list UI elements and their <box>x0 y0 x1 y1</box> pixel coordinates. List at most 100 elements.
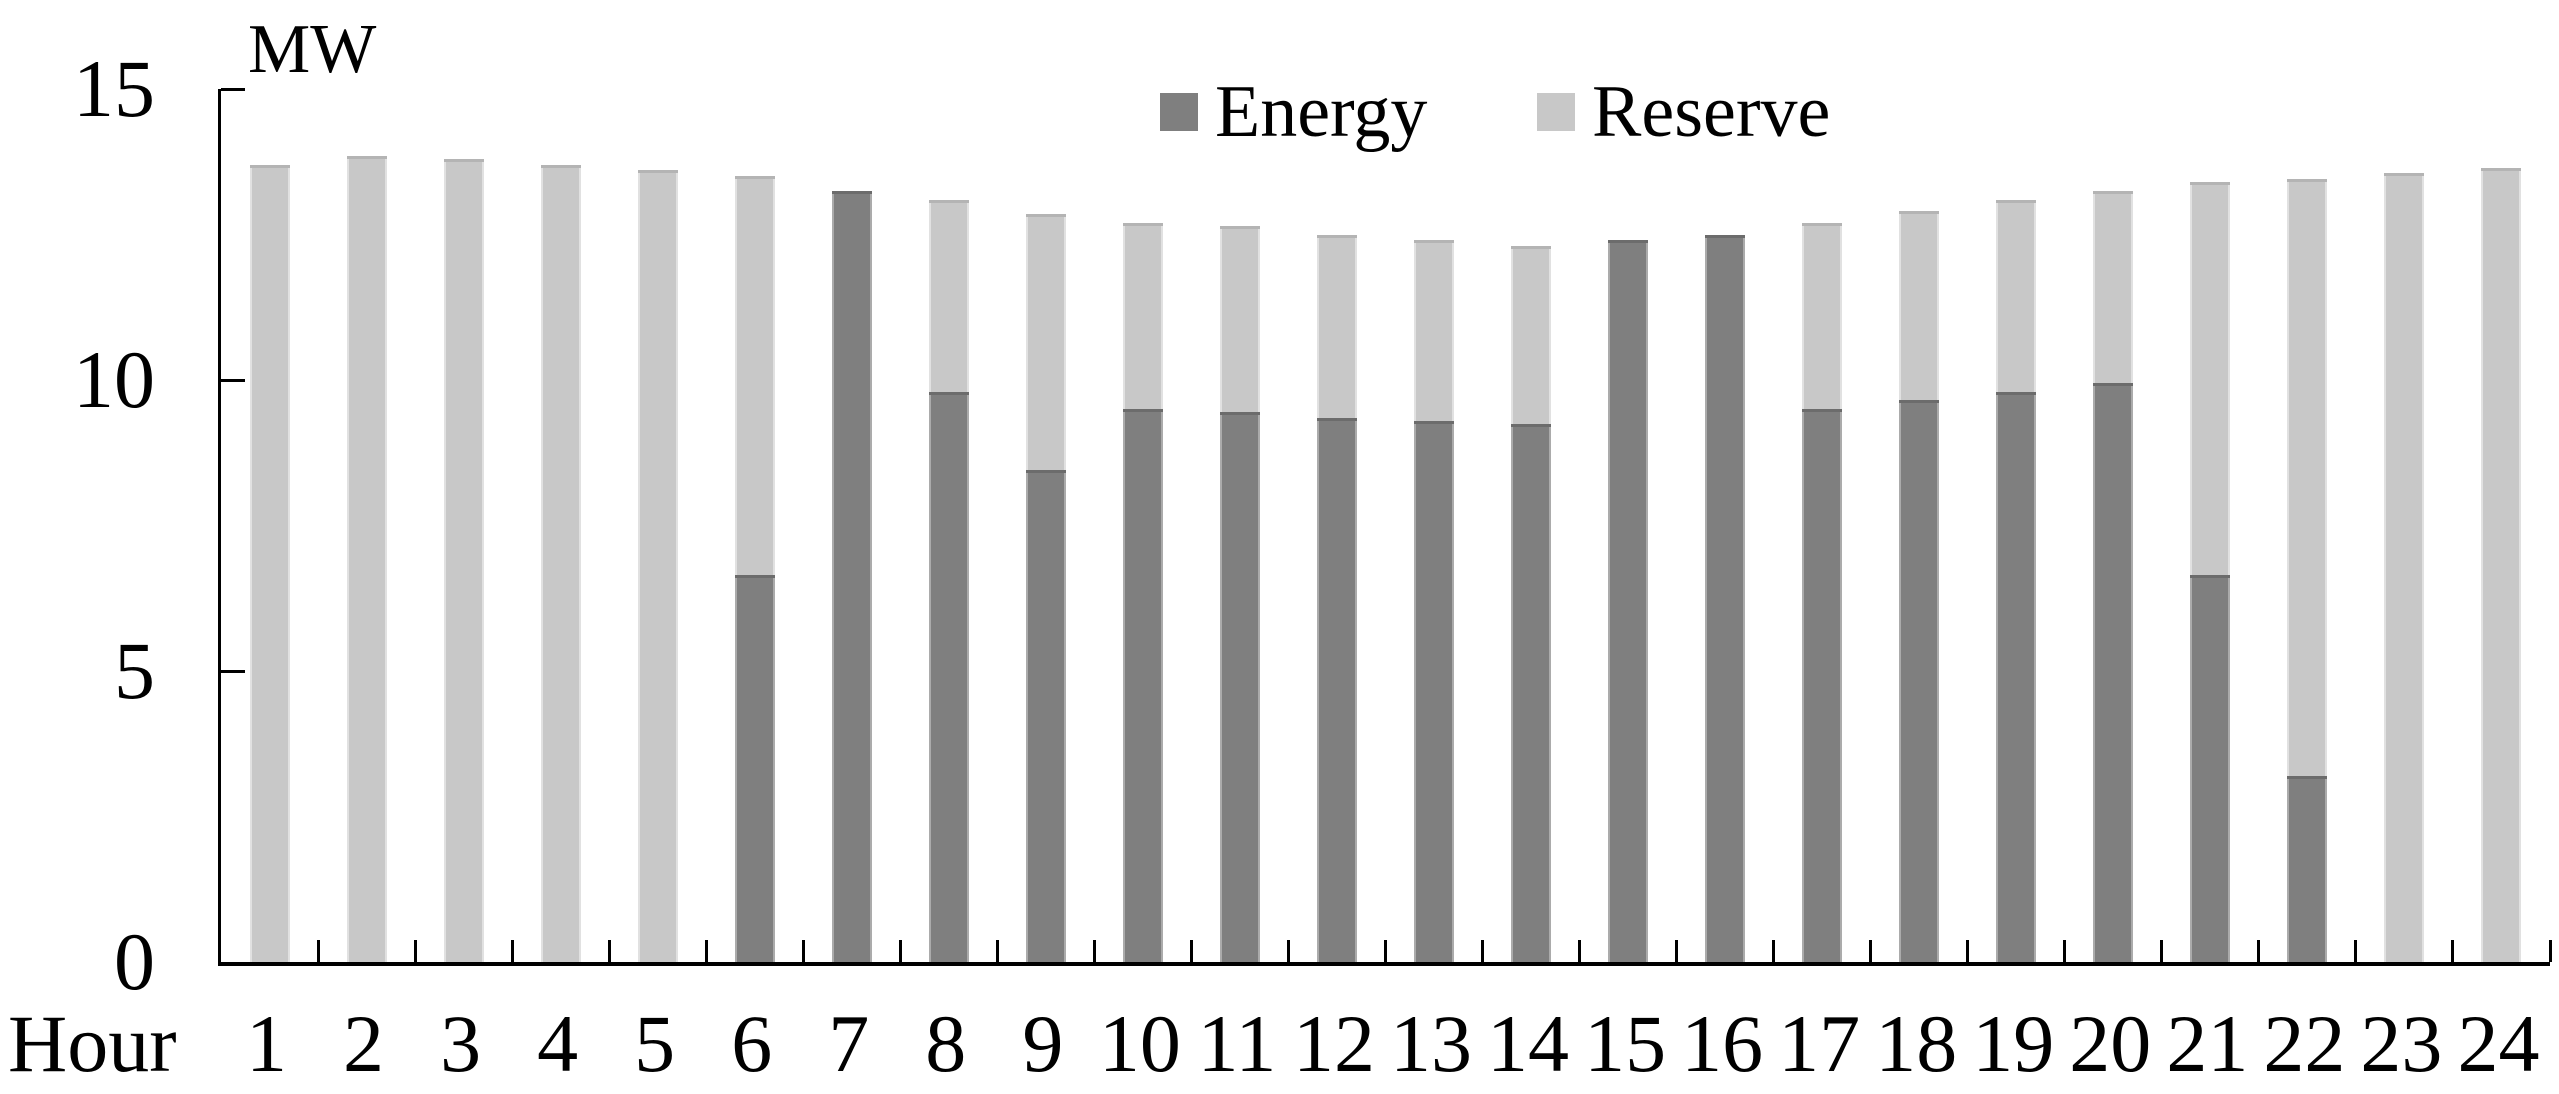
y-axis-tick <box>221 669 245 673</box>
x-axis-tick <box>2548 940 2552 962</box>
bar-hour-21 <box>2190 182 2231 962</box>
x-axis-tick <box>1189 940 1193 962</box>
x-axis-tick <box>2451 940 2455 962</box>
bar-hour-5 <box>637 170 678 962</box>
bar-segment-reserve <box>249 164 290 962</box>
x-axis-tick <box>413 940 417 962</box>
bar-segment-reserve <box>2190 182 2231 575</box>
bar-segment-reserve <box>2287 179 2328 776</box>
x-axis-category-label: 23 <box>2360 998 2443 1089</box>
bar-hour-16 <box>1705 234 1746 962</box>
x-axis-category-label: 19 <box>1972 998 2055 1089</box>
bar-segment-reserve <box>1025 214 1066 471</box>
x-axis-category-label: 3 <box>440 998 482 1089</box>
x-axis-category-label: 1 <box>246 998 288 1089</box>
bar-segment-reserve <box>1802 222 1843 410</box>
bar-segment-reserve <box>2384 173 2425 962</box>
x-axis-category-label: 21 <box>2166 998 2249 1089</box>
x-axis-tick <box>898 940 902 962</box>
bar-hour-3 <box>443 158 484 962</box>
y-axis-tick-label: 5 <box>114 625 155 716</box>
x-axis-category-label: 24 <box>2457 998 2540 1089</box>
bar-hour-6 <box>734 176 775 962</box>
bar-hour-7 <box>831 190 872 962</box>
x-axis-category-label: 18 <box>1875 998 1958 1089</box>
x-axis-category-label: 17 <box>1778 998 1861 1089</box>
x-axis-category-label: 15 <box>1584 998 1667 1089</box>
bar-segment-energy <box>1705 234 1746 962</box>
bar-hour-17 <box>1802 222 1843 962</box>
bar-hour-2 <box>346 155 387 962</box>
y-axis-tick-label: 15 <box>73 43 155 134</box>
x-axis-category-label: 4 <box>537 998 579 1089</box>
bar-segment-reserve <box>1414 240 1455 421</box>
bar-segment-reserve <box>1316 234 1357 418</box>
x-axis-category-label: 5 <box>634 998 676 1089</box>
bar-hour-20 <box>2093 190 2134 962</box>
bar-hour-10 <box>1122 222 1163 962</box>
bar-segment-reserve <box>928 199 969 392</box>
bar-segment-reserve <box>2481 167 2522 962</box>
bar-segment-energy <box>1316 417 1357 962</box>
x-axis-tick <box>995 940 999 962</box>
bar-hour-11 <box>1219 225 1260 962</box>
x-axis-category-label: 10 <box>1098 998 1181 1089</box>
bar-hour-15 <box>1608 240 1649 962</box>
legend-label-reserve: Reserve <box>1592 71 1831 153</box>
bar-segment-energy <box>1122 409 1163 962</box>
x-axis-tick <box>2063 940 2067 962</box>
bar-segment-energy <box>2093 382 2134 962</box>
x-axis-tick <box>607 940 611 962</box>
bar-hour-22 <box>2287 179 2328 962</box>
x-axis-tick <box>2354 940 2358 962</box>
bar-segment-reserve <box>1899 211 1940 401</box>
x-axis-tick <box>510 940 514 962</box>
bar-segment-reserve <box>540 164 581 962</box>
x-axis-tick <box>1286 940 1290 962</box>
legend-item-reserve: Reserve <box>1537 74 1830 150</box>
bar-segment-reserve <box>2093 190 2134 383</box>
y-axis-tick-label: 0 <box>114 916 155 1007</box>
x-axis-tick <box>1092 940 1096 962</box>
bar-segment-energy <box>1219 412 1260 962</box>
x-axis-tick <box>801 940 805 962</box>
x-axis-category-label: 6 <box>731 998 773 1089</box>
x-axis-category-label: 7 <box>828 998 870 1089</box>
x-axis-category-label: 9 <box>1022 998 1064 1089</box>
x-axis-tick <box>2257 940 2261 962</box>
bar-segment-energy <box>1802 409 1843 962</box>
bar-segment-reserve <box>1122 222 1163 410</box>
x-axis-category-label: 22 <box>2263 998 2346 1089</box>
reserve-legend-swatch-icon <box>1537 93 1575 131</box>
x-axis-category-label: 2 <box>343 998 385 1089</box>
bar-segment-energy <box>1899 400 1940 962</box>
bar-hour-9 <box>1025 214 1066 962</box>
bar-hour-18 <box>1899 211 1940 962</box>
bar-segment-reserve <box>1996 199 2037 392</box>
bar-segment-energy <box>734 574 775 962</box>
x-axis-tick <box>1578 940 1582 962</box>
bar-hour-23 <box>2384 173 2425 962</box>
bar-segment-energy <box>1996 391 2037 962</box>
x-axis-tick <box>704 940 708 962</box>
bar-hour-13 <box>1414 240 1455 962</box>
x-axis-tick <box>1869 940 1873 962</box>
bar-segment-energy <box>928 391 969 962</box>
bar-segment-energy <box>1608 240 1649 962</box>
x-axis-tick <box>1966 940 1970 962</box>
x-axis-category-label: 20 <box>2069 998 2152 1089</box>
bar-hour-1 <box>249 164 290 962</box>
x-axis-category-label: 14 <box>1487 998 1570 1089</box>
legend-label-energy: Energy <box>1215 71 1428 153</box>
bar-hour-19 <box>1996 199 2037 962</box>
y-axis-tick <box>221 378 245 382</box>
x-axis-tick <box>2160 940 2164 962</box>
bar-hour-14 <box>1511 246 1552 962</box>
x-axis-tick <box>316 940 320 962</box>
energy-legend-swatch-icon <box>1160 93 1198 131</box>
x-axis-tick <box>1481 940 1485 962</box>
bar-segment-energy <box>2190 574 2231 962</box>
bar-hour-24 <box>2481 167 2522 962</box>
bar-segment-reserve <box>637 170 678 962</box>
